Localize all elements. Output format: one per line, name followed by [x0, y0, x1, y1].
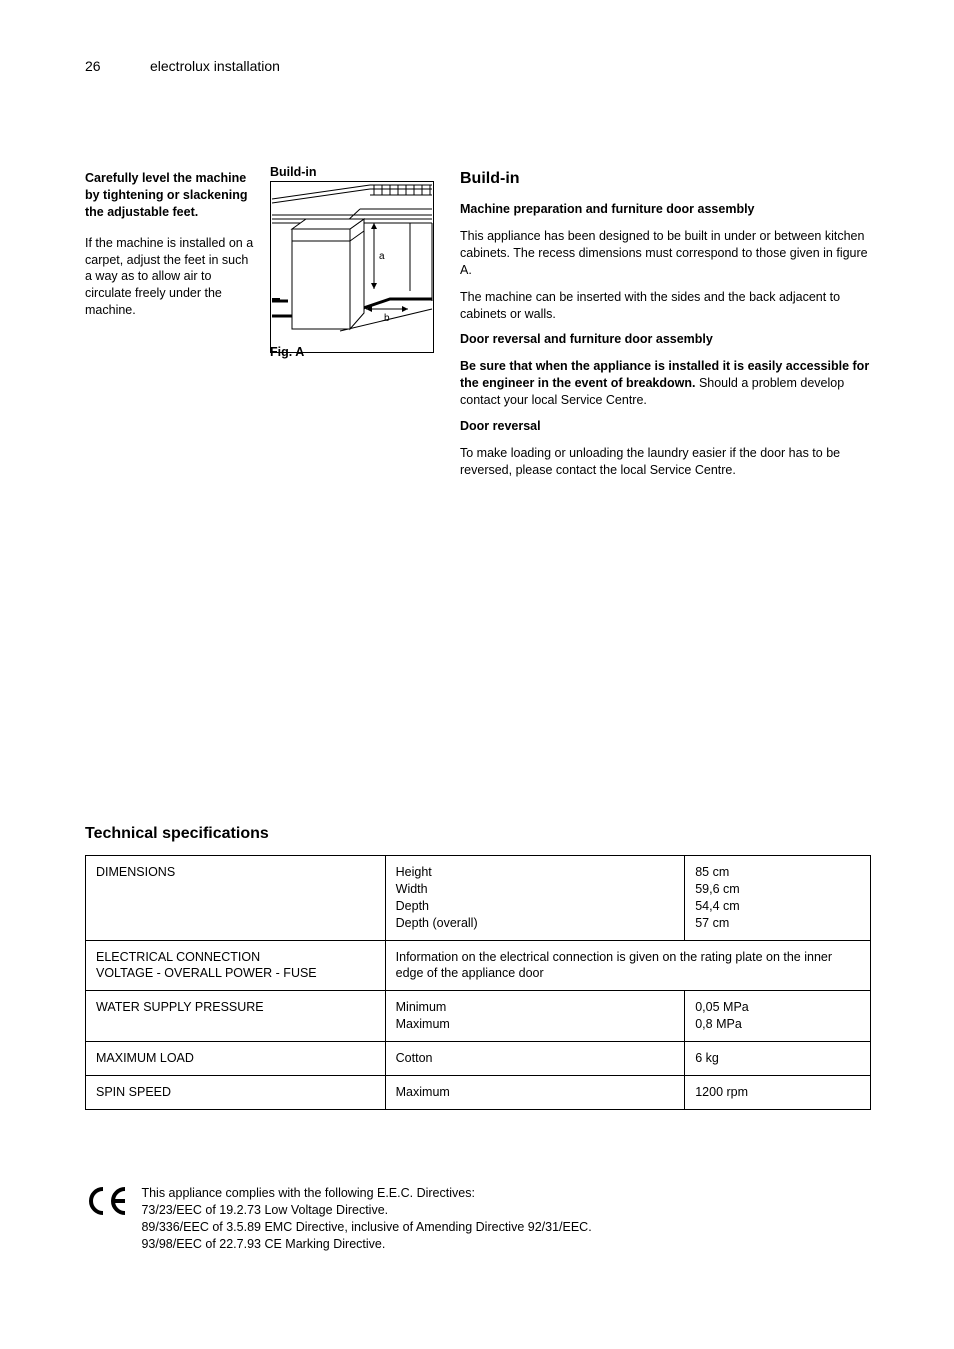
- ce-mark-icon: [85, 1185, 129, 1222]
- table-row: ELECTRICAL CONNECTIONVOLTAGE - OVERALL P…: [86, 940, 871, 991]
- spec-right: 85 cm59,6 cm54,4 cm57 cm: [685, 856, 871, 941]
- spec-mid: MinimumMaximum: [385, 991, 685, 1042]
- door-reversal-assembly-subheading: Door reversal and furniture door assembl…: [460, 332, 870, 346]
- installation-diagram-icon: a b: [270, 181, 434, 353]
- diagram-title: Build-in: [270, 165, 434, 179]
- spec-mid: Maximum: [385, 1075, 685, 1109]
- left-paragraph-2: If the machine is installed on a carpet,…: [85, 235, 255, 319]
- figure-label: Fig. A: [270, 345, 304, 359]
- spec-label: WATER SUPPLY PRESSURE: [86, 991, 386, 1042]
- right-paragraph-4: To make loading or unloading the laundry…: [460, 445, 870, 479]
- build-in-heading: Build-in: [460, 170, 870, 188]
- machine-prep-subheading: Machine preparation and furniture door a…: [460, 202, 870, 216]
- right-paragraph-3: Be sure that when the appliance is insta…: [460, 358, 870, 409]
- spec-right: 6 kg: [685, 1042, 871, 1076]
- door-reversal-subheading: Door reversal: [460, 419, 870, 433]
- spec-label: ELECTRICAL CONNECTIONVOLTAGE - OVERALL P…: [86, 940, 386, 991]
- left-column: Carefully level the machine by tightenin…: [85, 170, 255, 333]
- right-column: Build-in Machine preparation and furnitu…: [460, 170, 870, 489]
- table-row: WATER SUPPLY PRESSURE MinimumMaximum 0,0…: [86, 991, 871, 1042]
- table-row: DIMENSIONS HeightWidthDepthDepth (overal…: [86, 856, 871, 941]
- spec-table: DIMENSIONS HeightWidthDepthDepth (overal…: [85, 855, 871, 1110]
- spec-label: DIMENSIONS: [86, 856, 386, 941]
- spec-label: SPIN SPEED: [86, 1075, 386, 1109]
- page-number: 26: [85, 58, 101, 74]
- spec-right: 0,05 MPa0,8 MPa: [685, 991, 871, 1042]
- right-paragraph-1: This appliance has been designed to be b…: [460, 228, 870, 279]
- dim-b-label: b: [384, 313, 390, 324]
- spec-mid: HeightWidthDepthDepth (overall): [385, 856, 685, 941]
- right-paragraph-2: The machine can be inserted with the sid…: [460, 289, 870, 323]
- table-row: SPIN SPEED Maximum 1200 rpm: [86, 1075, 871, 1109]
- spec-label: MAXIMUM LOAD: [86, 1042, 386, 1076]
- ce-compliance-text: This appliance complies with the followi…: [141, 1185, 861, 1253]
- tech-spec-heading: Technical specifications: [85, 825, 269, 843]
- spec-mid: Cotton: [385, 1042, 685, 1076]
- spec-right: 1200 rpm: [685, 1075, 871, 1109]
- left-paragraph-1: Carefully level the machine by tightenin…: [85, 170, 255, 221]
- page-header: electrolux installation: [150, 58, 280, 74]
- ce-compliance-block: This appliance complies with the followi…: [85, 1185, 871, 1253]
- build-in-diagram: Build-in: [270, 165, 434, 358]
- spec-mid: Information on the electrical connection…: [385, 940, 870, 991]
- table-row: MAXIMUM LOAD Cotton 6 kg: [86, 1042, 871, 1076]
- dim-a-label: a: [379, 251, 385, 262]
